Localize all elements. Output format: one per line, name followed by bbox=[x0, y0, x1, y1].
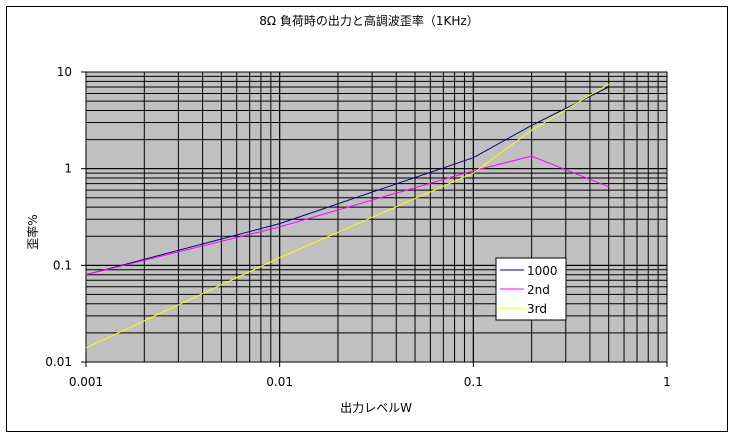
x-tick-label: 0.001 bbox=[69, 375, 103, 389]
y-tick-label: 10 bbox=[57, 65, 72, 79]
plot-background bbox=[85, 71, 668, 363]
chart-title: 8Ω 負荷時の出力と高調波歪率（1KHz） bbox=[259, 13, 478, 28]
series-line-3rd bbox=[85, 83, 609, 349]
x-axis-label: 出力レベルW bbox=[340, 401, 412, 415]
legend-label-3rd: 3rd bbox=[527, 302, 547, 316]
x-tick-label: 0.01 bbox=[266, 375, 293, 389]
series-line-1000 bbox=[85, 86, 609, 276]
legend-label-2nd: 2nd bbox=[527, 283, 550, 297]
chart-frame bbox=[6, 6, 728, 432]
series-line-2nd bbox=[85, 155, 609, 276]
legend-label-1000: 1000 bbox=[527, 264, 558, 278]
x-tick-label: 0.1 bbox=[464, 375, 483, 389]
y-tick-label: 1 bbox=[64, 162, 72, 176]
legend: 1000 2nd 3rd bbox=[495, 257, 567, 321]
y-tick-label: 0.1 bbox=[53, 258, 72, 272]
plot-area: 0.001 0.01 0.1 1 0.01 0.1 1 10 bbox=[45, 65, 671, 389]
y-tick-label: 0.01 bbox=[45, 355, 72, 369]
x-tick-label: 1 bbox=[663, 375, 671, 389]
y-axis-label: 歪率% bbox=[25, 214, 40, 249]
